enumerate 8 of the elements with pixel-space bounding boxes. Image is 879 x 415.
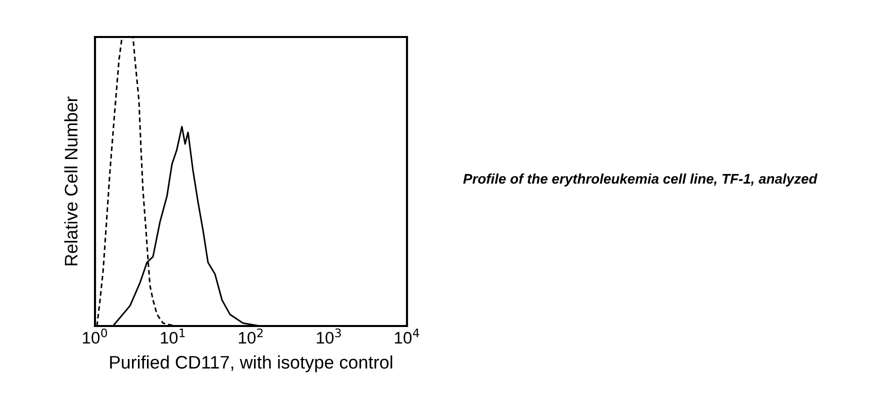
x-tick-label: 10$^{0}$	[82, 328, 108, 344]
x-tick-label: 10$^{1}$	[160, 328, 185, 344]
x-axis-title: Purified CD117, with isotype control	[110, 355, 392, 372]
x-tick-label: 10$^{2}$	[238, 328, 263, 344]
x-tick-label: 10$^{3}$	[316, 328, 341, 344]
text: Profile of the erythroleukemia cell line, TF-1, analyzed	[463, 174, 818, 186]
y-axis-title: Relative Cell Number	[64, 96, 78, 266]
x-tick-label: 10$^{4}$	[394, 328, 420, 344]
